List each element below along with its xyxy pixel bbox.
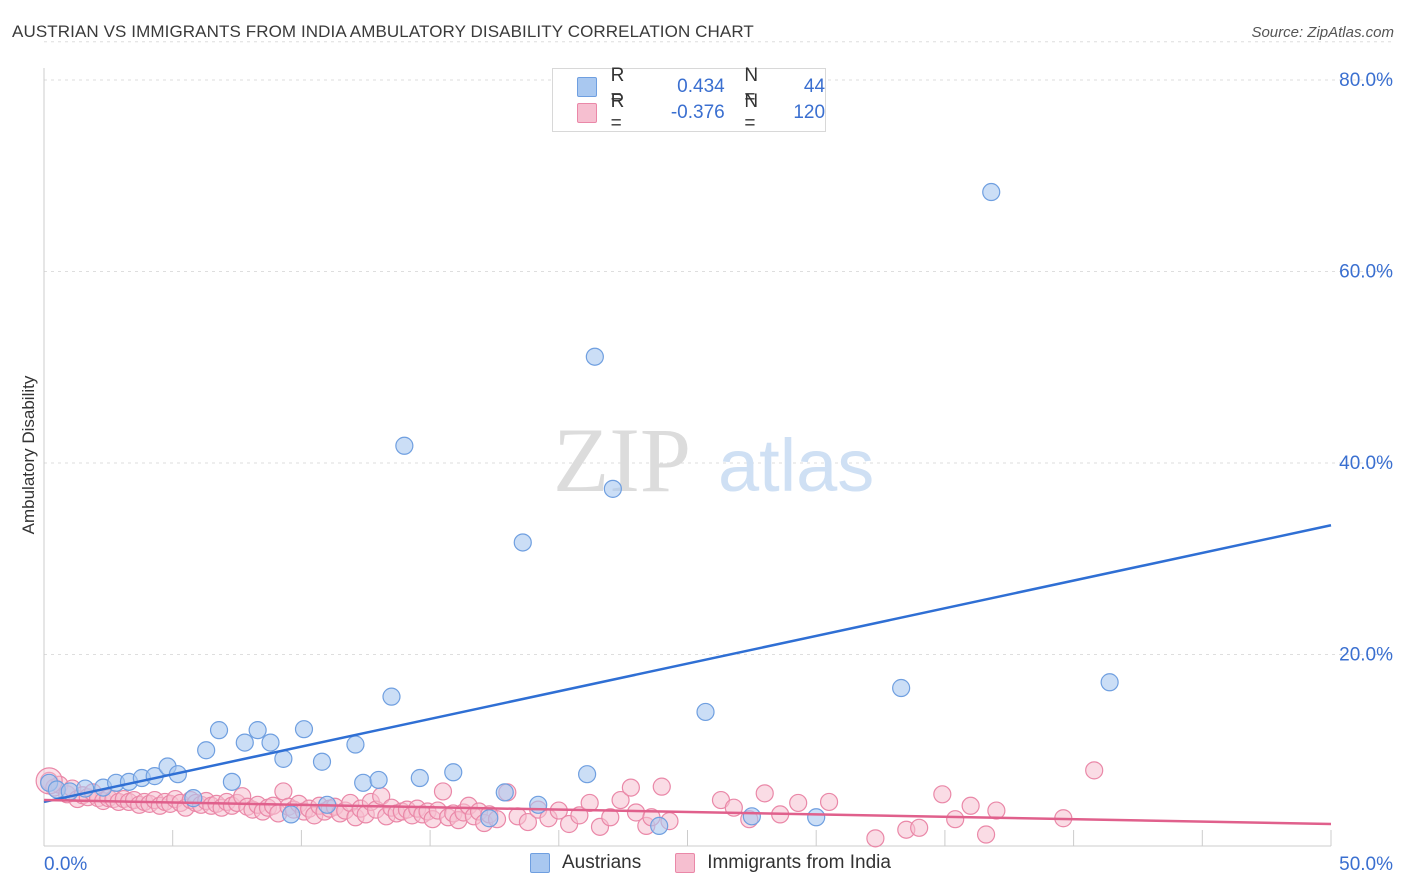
legend-r-value-austrians: 0.434 [677, 76, 725, 97]
data-point-austrians [282, 805, 301, 824]
data-point-india [755, 784, 774, 803]
legend-r-label: R = [610, 65, 625, 108]
bottom-swatch-india [675, 853, 696, 873]
bottom-legend-label-austrians: Austrians [562, 852, 642, 873]
data-point-india [611, 790, 630, 810]
legend-n-value-india: 120 [793, 102, 826, 123]
data-point-austrians [369, 770, 388, 790]
trend-line-india [43, 798, 1332, 826]
y-tick-label: 40.0% [1339, 453, 1393, 474]
legend-n-value-austrians: 44 [803, 76, 826, 97]
trend-lines [43, 524, 1332, 826]
y-axis-label: Ambulatory Disability [19, 375, 38, 534]
y-tick-label: 60.0% [1339, 262, 1393, 283]
legend-swatch-austrians [577, 77, 597, 97]
chart-title: AUSTRIAN VS IMMIGRANTS FROM INDIA AMBULA… [12, 22, 754, 41]
legend: R = 0.434 N = 44 R = -0.376 N = 120 [552, 65, 826, 134]
bottom-legend: Austrians Immigrants from India [530, 852, 925, 874]
data-point-india [601, 808, 620, 827]
bottom-legend-austrians[interactable]: Austrians [530, 852, 641, 874]
bottom-legend-india[interactable]: Immigrants from India [675, 852, 891, 874]
data-point-india [621, 778, 640, 797]
source-label[interactable]: Source: ZipAtlas.com [1251, 24, 1394, 41]
data-point-india [946, 810, 965, 829]
x-tick-label: 50.0% [1339, 854, 1393, 875]
data-point-austrians [585, 347, 604, 366]
data-point-austrians [650, 816, 669, 835]
bottom-swatch-austrians [530, 853, 550, 873]
data-point-austrians [197, 741, 216, 760]
y-tick-label: 80.0% [1339, 70, 1393, 91]
data-point-austrians [892, 678, 911, 698]
data-point-austrians [444, 763, 463, 782]
axes [43, 68, 1332, 847]
grid-lines [44, 41, 1392, 655]
data-point-austrians [354, 773, 373, 792]
data-point-india [819, 792, 839, 812]
watermark-atlas: atlas [718, 424, 874, 507]
tick-labels: 20.0% 40.0% 60.0% 80.0% 0.0% 50.0% [44, 70, 1393, 875]
data-point-austrians [578, 765, 597, 784]
legend-row-austrians: R = 0.434 N = 44 [577, 65, 826, 108]
data-point-austrians [346, 735, 365, 754]
data-point-india [518, 812, 538, 832]
legend-row-india: R = -0.376 N = 120 [577, 91, 826, 134]
data-point-india [652, 777, 671, 796]
trend-line-austrians [43, 524, 1332, 804]
data-point-austrians [209, 721, 229, 740]
data-point-india [976, 825, 996, 844]
data-point-austrians [261, 733, 280, 752]
data-point-austrians [1100, 673, 1119, 692]
data-point-austrians [382, 687, 401, 706]
data-point-austrians [982, 182, 1001, 202]
data-point-austrians [312, 752, 332, 771]
x-tick-label: 0.0% [44, 854, 87, 875]
data-point-india [789, 793, 808, 813]
data-point-austrians [480, 809, 499, 828]
data-point-india [433, 782, 453, 801]
data-point-austrians [742, 807, 761, 826]
data-point-austrians [696, 702, 715, 722]
legend-n-label: N = [744, 91, 759, 134]
legend-n-label: N = [744, 65, 759, 108]
data-point-austrians [495, 783, 514, 802]
data-point-austrians [603, 479, 622, 498]
legend-r-label: R = [610, 91, 625, 134]
data-point-austrians [513, 533, 532, 552]
data-point-india [910, 818, 929, 837]
data-point-austrians [248, 721, 267, 740]
legend-swatch-india [577, 103, 597, 123]
data-point-india [866, 829, 885, 848]
data-point-india [987, 801, 1006, 820]
data-point-india [933, 785, 952, 804]
data-point-india [961, 796, 980, 815]
y-tick-label: 20.0% [1339, 645, 1393, 666]
watermark-zip: ZIP [553, 409, 691, 511]
data-point-india [1085, 761, 1104, 780]
legend-r-value-india: -0.376 [670, 102, 725, 123]
data-point-austrians [410, 768, 429, 788]
data-point-austrians [529, 795, 548, 814]
data-point-india [274, 782, 293, 801]
data-point-austrians [395, 436, 414, 455]
data-point-austrians [807, 808, 826, 827]
data-point-austrians [294, 720, 314, 739]
bottom-legend-label-india: Immigrants from India [707, 852, 891, 873]
data-point-austrians [222, 772, 242, 791]
data-point-austrians [235, 733, 254, 752]
